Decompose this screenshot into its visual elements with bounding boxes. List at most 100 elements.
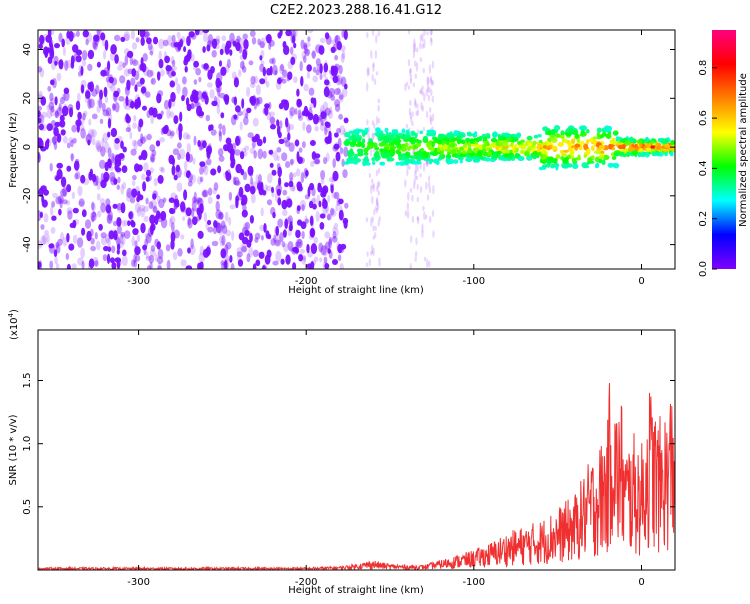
heatmap-cell xyxy=(176,127,180,135)
colorbar-tick-label: 0.6 xyxy=(698,110,709,126)
heatmap-cell xyxy=(376,186,379,193)
heatmap-cell xyxy=(398,132,403,136)
heatmap-cell xyxy=(91,202,96,212)
heatmap-cell xyxy=(122,181,127,190)
heatmap-cell xyxy=(50,226,56,234)
heatmap-cell xyxy=(100,236,108,246)
heatmap-cell xyxy=(461,150,467,155)
heatmap-cell xyxy=(93,42,98,51)
heatmap-cell xyxy=(332,235,338,243)
heatmap-cell xyxy=(332,158,337,169)
y-axis-tick-label: 1.0 xyxy=(22,436,33,452)
heatmap-cell xyxy=(296,98,302,109)
heatmap-cell xyxy=(281,241,286,248)
heatmap-cell xyxy=(276,188,282,196)
heatmap-cell xyxy=(305,42,311,48)
heatmap-cell xyxy=(310,220,315,228)
heatmap-cell xyxy=(81,209,87,218)
heatmap-cell xyxy=(605,134,612,140)
heatmap-cell xyxy=(465,157,472,162)
heatmap-cell xyxy=(351,134,356,140)
heatmap-cell xyxy=(422,67,425,74)
heatmap-cell xyxy=(122,146,127,153)
heatmap-cell xyxy=(373,123,376,130)
heatmap-cell xyxy=(263,223,267,233)
heatmap-cell xyxy=(343,30,348,40)
heatmap-cell xyxy=(289,172,294,182)
heatmap-cell xyxy=(120,140,124,149)
heatmap-cell xyxy=(270,123,276,130)
heatmap-cell xyxy=(266,111,272,121)
heatmap-cell xyxy=(322,101,329,112)
heatmap-cell xyxy=(187,247,191,254)
heatmap-cell xyxy=(312,75,319,83)
heatmap-cell xyxy=(181,95,185,102)
heatmap-cell xyxy=(607,162,614,168)
heatmap-cell xyxy=(96,30,101,36)
heatmap-cell xyxy=(114,257,122,263)
heatmap-cell xyxy=(409,187,413,193)
heatmap-cell xyxy=(46,123,53,131)
x-axis-tick-label: -100 xyxy=(462,276,485,287)
heatmap-cell xyxy=(99,198,105,205)
colorbar-label: Normalized spectral amplitude xyxy=(738,73,749,227)
heatmap-cell xyxy=(415,62,419,72)
heatmap-cell xyxy=(280,258,285,265)
heatmap-cell xyxy=(430,88,433,96)
heatmap-cell xyxy=(199,161,206,168)
heatmap-cell xyxy=(219,212,224,220)
heatmap-cell xyxy=(127,99,134,108)
heatmap-cell xyxy=(275,225,280,237)
colorbar: 0.00.20.40.60.8 Normalized spectral ampl… xyxy=(698,30,749,277)
heatmap-cell xyxy=(409,68,412,74)
heatmap-cell xyxy=(40,96,47,106)
heatmap-cell xyxy=(330,74,337,80)
heatmap-cell xyxy=(656,145,661,150)
heatmap-cell xyxy=(491,142,497,148)
heatmap-cell xyxy=(404,134,412,139)
heatmap-cell xyxy=(281,199,288,210)
heatmap-cell xyxy=(306,124,312,134)
y-axis-tick-label: 40 xyxy=(22,43,33,56)
heatmap-cell xyxy=(363,152,369,156)
heatmap-cell xyxy=(260,207,264,217)
heatmap-cell xyxy=(414,60,417,67)
heatmap-cell xyxy=(52,77,57,89)
heatmap-cell xyxy=(80,84,85,94)
heatmap-cell xyxy=(348,149,354,156)
heatmap-cell xyxy=(197,262,202,269)
heatmap-cell xyxy=(171,70,176,77)
heatmap-cell xyxy=(505,149,510,154)
heatmap-cell xyxy=(422,205,425,212)
heatmap-cell xyxy=(414,161,422,165)
heatmap-cell xyxy=(235,41,241,52)
heatmap-cell xyxy=(88,128,95,139)
heatmap-cell xyxy=(300,76,304,87)
heatmap-cell xyxy=(429,215,432,223)
heatmap-cell xyxy=(207,69,213,80)
heatmap-cell xyxy=(130,100,135,109)
heatmap-cell xyxy=(375,207,379,214)
heatmap-cell xyxy=(406,158,414,164)
heatmap-cell xyxy=(295,248,299,254)
heatmap-cell xyxy=(142,135,148,142)
heatmap-cell xyxy=(54,256,58,265)
heatmap-cell xyxy=(285,216,291,223)
heatmap-cell xyxy=(168,197,175,203)
heatmap-cell xyxy=(296,100,303,108)
heatmap-cell xyxy=(276,147,282,153)
y-axis-tick-label: -40 xyxy=(22,236,33,252)
heatmap-cell xyxy=(190,53,195,62)
heatmap-cell xyxy=(116,224,122,235)
heatmap-cell xyxy=(105,107,112,117)
heatmap-cell xyxy=(299,249,305,254)
heatmap-cell xyxy=(108,76,114,84)
heatmap-cell xyxy=(89,168,93,178)
heatmap-cell xyxy=(160,167,165,174)
heatmap-cell xyxy=(385,132,390,137)
heatmap-cell xyxy=(277,77,282,85)
heatmap-cell xyxy=(151,106,155,113)
x-axis-tick-label: -200 xyxy=(295,577,318,588)
heatmap-cell xyxy=(202,140,207,149)
